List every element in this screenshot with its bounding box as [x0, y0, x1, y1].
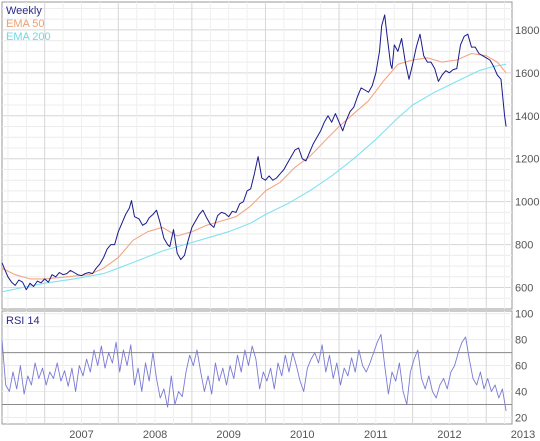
price-y-tick-label: 1600 [515, 68, 539, 80]
rsi-y-tick-label: 100 [515, 309, 533, 321]
price-y-tick-label: 800 [515, 240, 533, 252]
price-y-tick-label: 1800 [515, 25, 539, 37]
x-tick-label: 2012 [437, 429, 461, 441]
ema-200-line [1, 63, 507, 293]
x-tick-label: 2007 [69, 429, 93, 441]
rsi-grid [2, 311, 512, 424]
rsi-y-tick-labels: 20 40 60 80 100 [515, 309, 533, 425]
rsi-lines [1, 333, 507, 412]
rsi-line [1, 333, 507, 412]
rsi-panel: 20 40 60 80 100 RSI 14 [1, 309, 533, 425]
x-tick-label: 2011 [364, 429, 388, 441]
weekly-line [1, 14, 507, 291]
price-panel-frame [1, 1, 513, 310]
legend-rsi-14: RSI 14 [6, 315, 40, 327]
price-y-tick-label: 600 [515, 283, 533, 295]
legend-weekly: Weekly [6, 5, 42, 17]
ema-50-line [1, 52, 507, 280]
rsi-y-tick-label: 40 [515, 387, 527, 399]
price-lines [1, 14, 507, 293]
legend-ema-200: EMA 200 [6, 31, 51, 43]
price-legend: Weekly EMA 50 EMA 200 [6, 5, 51, 43]
rsi-y-tick-label: 20 [515, 413, 527, 425]
price-y-tick-label: 1200 [515, 154, 539, 166]
price-y-tick-labels: 600 800 1000 1200 1400 1600 1800 [515, 25, 539, 295]
price-panel: 600 800 1000 1200 1400 1600 1800 Weekly EMA 50… [1, 1, 539, 310]
x-tick-label: 2009 [216, 429, 240, 441]
x-tick-label: 2008 [143, 429, 167, 441]
price-y-tick-label: 1000 [515, 197, 539, 209]
rsi-y-tick-label: 60 [515, 361, 527, 373]
price-y-tick-label: 1400 [515, 111, 539, 123]
legend-ema-50: EMA 50 [6, 18, 45, 30]
x-tick-labels: 2007 2008 2009 2010 2011 2012 2013 [69, 429, 535, 441]
x-tick-label: 2013 [511, 429, 535, 441]
x-tick-label: 2010 [290, 429, 314, 441]
rsi-y-tick-label: 80 [515, 335, 527, 347]
